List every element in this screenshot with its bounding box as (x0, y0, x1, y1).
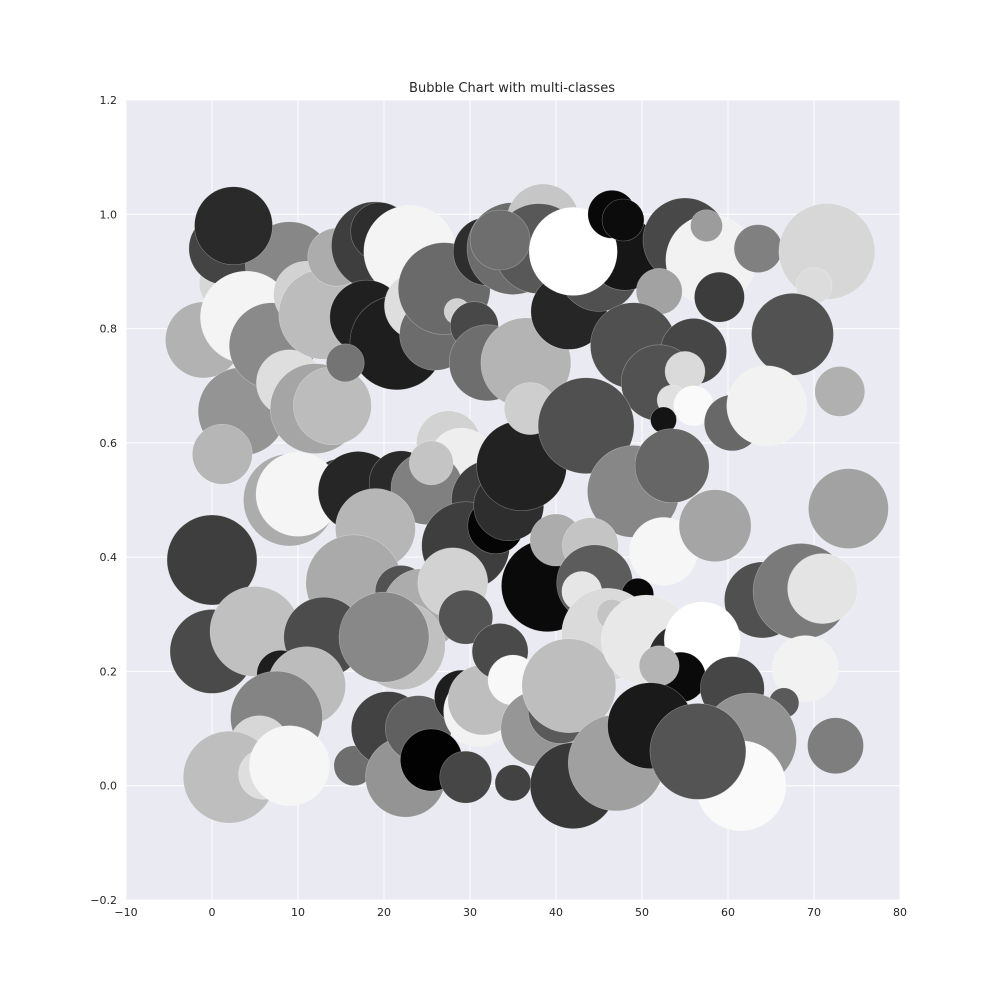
bubble-point (494, 764, 532, 802)
bubble-point (521, 638, 617, 734)
x-tick-label: 10 (291, 906, 305, 919)
y-tick-label: −0.2 (90, 894, 117, 907)
x-tick-label: 0 (209, 906, 216, 919)
y-tick-label: 1.0 (100, 208, 118, 221)
x-tick-label: −10 (114, 906, 137, 919)
bubble-point (438, 589, 494, 645)
chart-title: Bubble Chart with multi-classes (409, 81, 615, 96)
y-tick-label: 0.4 (100, 551, 118, 564)
x-tick-label: 20 (377, 906, 391, 919)
bubble-point (751, 292, 834, 376)
bubble-point (192, 423, 253, 485)
bubble-point (293, 366, 372, 446)
bubble-point (638, 645, 680, 687)
bubble-point (249, 725, 330, 807)
bubble-point (469, 209, 531, 271)
bubble-point (807, 717, 864, 775)
bubble-point (694, 271, 745, 323)
bubble-point (649, 703, 747, 800)
bubble-point (601, 198, 645, 242)
y-tick-label: 0.2 (100, 665, 118, 678)
x-tick-labels: −10 0 10 20 30 40 50 60 70 80 (114, 906, 907, 919)
bubble-point (166, 514, 258, 606)
x-tick-label: 30 (463, 906, 477, 919)
bubble-point (194, 186, 273, 266)
bubble-point (726, 365, 808, 447)
bubble-point (325, 343, 365, 383)
bubble-point (808, 468, 889, 549)
bubble-point (678, 489, 752, 563)
bubble-point (408, 440, 454, 486)
bubble-point (733, 224, 783, 273)
x-tick-label: 50 (635, 906, 649, 919)
x-tick-label: 60 (721, 906, 735, 919)
bubble-point (814, 366, 866, 417)
y-tick-label: 0.0 (100, 780, 118, 793)
bubble-point (690, 209, 723, 243)
y-tick-label: 1.2 (100, 94, 118, 107)
bubbles (165, 183, 889, 832)
bubble-point (338, 591, 430, 683)
bubble-point (439, 750, 493, 804)
bubble-point (772, 635, 839, 702)
x-tick-label: 80 (893, 906, 907, 919)
x-tick-label: 70 (807, 906, 821, 919)
x-tick-label: 40 (549, 906, 563, 919)
bubble-point (537, 377, 635, 475)
bubble-point (787, 553, 858, 624)
y-tick-labels: −0.2 0.0 0.2 0.4 0.6 0.8 1.0 1.2 (90, 94, 117, 907)
bubble-point (634, 428, 710, 504)
y-tick-label: 0.8 (100, 323, 118, 336)
y-tick-label: 0.6 (100, 437, 118, 450)
